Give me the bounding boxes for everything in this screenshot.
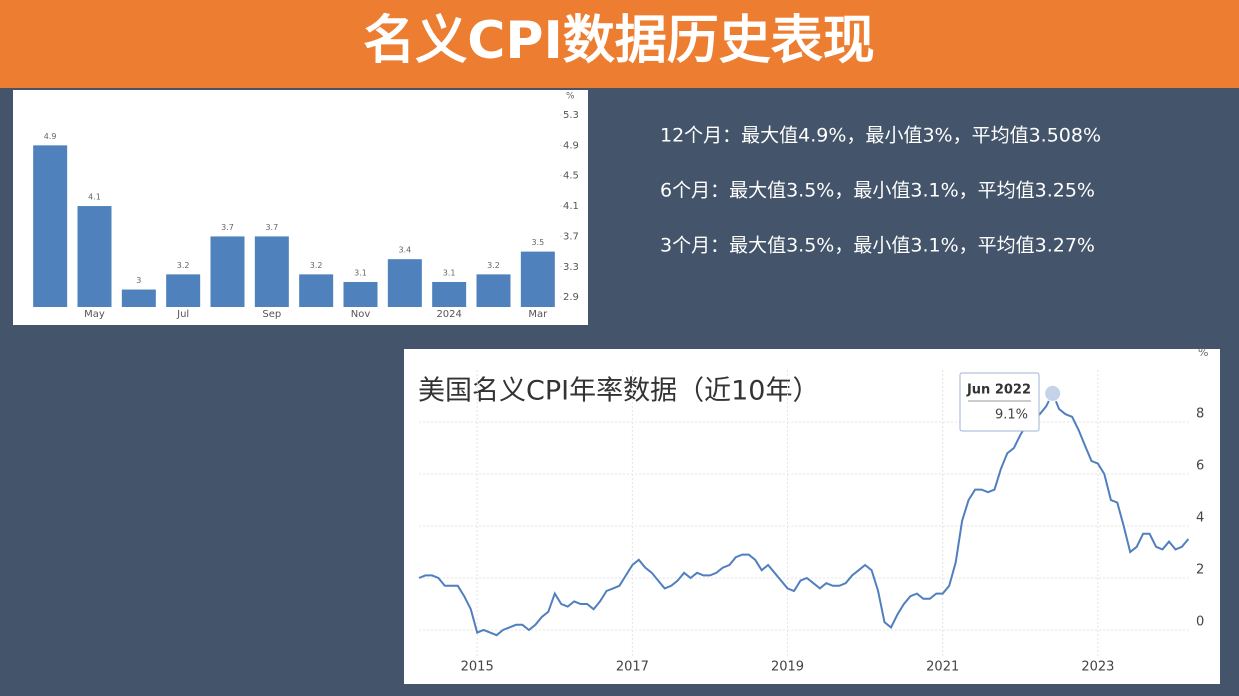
value-label: 3.5 <box>531 238 544 247</box>
value-label: 3.4 <box>398 246 411 255</box>
bar <box>166 274 201 307</box>
bar <box>254 236 289 307</box>
y-tick-label: 3.3 <box>563 262 579 273</box>
bar <box>476 274 511 307</box>
bar <box>33 145 68 307</box>
bar <box>432 281 467 307</box>
y-tick-label: 8 <box>1196 407 1204 422</box>
x-tick-label: 2023 <box>1081 660 1114 675</box>
x-tick-label: Mar <box>528 309 548 320</box>
x-tick-label: 2024 <box>436 309 461 320</box>
value-label: 4.9 <box>44 132 57 141</box>
x-tick-label: Sep <box>262 309 281 320</box>
y-tick-label: 4.9 <box>563 140 579 151</box>
value-label: 3.2 <box>310 261 323 270</box>
bar <box>520 251 555 307</box>
x-tick-label: 2015 <box>461 660 494 675</box>
chart-title: 美国名义CPI年率数据（近10年） <box>418 376 819 407</box>
value-label: 3.1 <box>443 268 456 277</box>
value-label: 3.2 <box>177 261 190 270</box>
y-tick-label: 4.1 <box>563 201 579 212</box>
value-label: 3.1 <box>354 268 367 277</box>
line-series <box>418 391 1190 637</box>
value-label: 3.7 <box>221 223 234 232</box>
chart-panel <box>404 349 1220 684</box>
x-tick-label: 2017 <box>616 660 649 675</box>
slide-title: 名义CPI数据历史表现 <box>363 11 875 71</box>
header-bar <box>0 0 1239 88</box>
y-tick-label: 3.7 <box>563 231 579 242</box>
value-label: 4.1 <box>88 193 101 202</box>
bar <box>121 289 156 307</box>
value-label: 3.7 <box>265 223 278 232</box>
x-tick-label: Jul <box>176 309 189 320</box>
y-tick-label: 0 <box>1196 615 1204 630</box>
unit-label: % <box>1198 346 1208 359</box>
y-tick-label: 4.5 <box>563 171 579 182</box>
y-tick-label: 2 <box>1196 563 1204 578</box>
bar <box>387 259 422 307</box>
value-label: 3 <box>136 276 141 285</box>
y-tick-label: 2.9 <box>563 292 579 303</box>
x-tick-label: May <box>84 309 105 320</box>
y-tick-label: 6 <box>1196 459 1204 474</box>
bar <box>343 281 378 307</box>
value-label: 3.2 <box>487 261 500 270</box>
tooltip-value: 9.1% <box>995 408 1028 423</box>
x-tick-label: 2019 <box>771 660 804 675</box>
note: 6个月：最大值3.5%，最小值3.1%，平均值3.25% <box>660 180 1095 202</box>
y-tick-label: 5.3 <box>563 110 579 121</box>
bar <box>77 206 112 307</box>
bar <box>210 236 245 307</box>
bar <box>299 274 334 307</box>
note: 3个月：最大值3.5%，最小值3.1%，平均值3.27% <box>660 235 1095 257</box>
unit-label: % <box>566 92 575 102</box>
x-tick-label: 2021 <box>926 660 959 675</box>
x-tick-label: Nov <box>351 309 371 320</box>
tooltip-title: Jun 2022 <box>966 383 1031 398</box>
note: 12个月：最大值4.9%，最小值3%，平均值3.508% <box>660 125 1101 147</box>
tooltip-box <box>959 372 1040 432</box>
y-tick-label: 4 <box>1196 511 1204 526</box>
highlight-point <box>1044 384 1062 402</box>
